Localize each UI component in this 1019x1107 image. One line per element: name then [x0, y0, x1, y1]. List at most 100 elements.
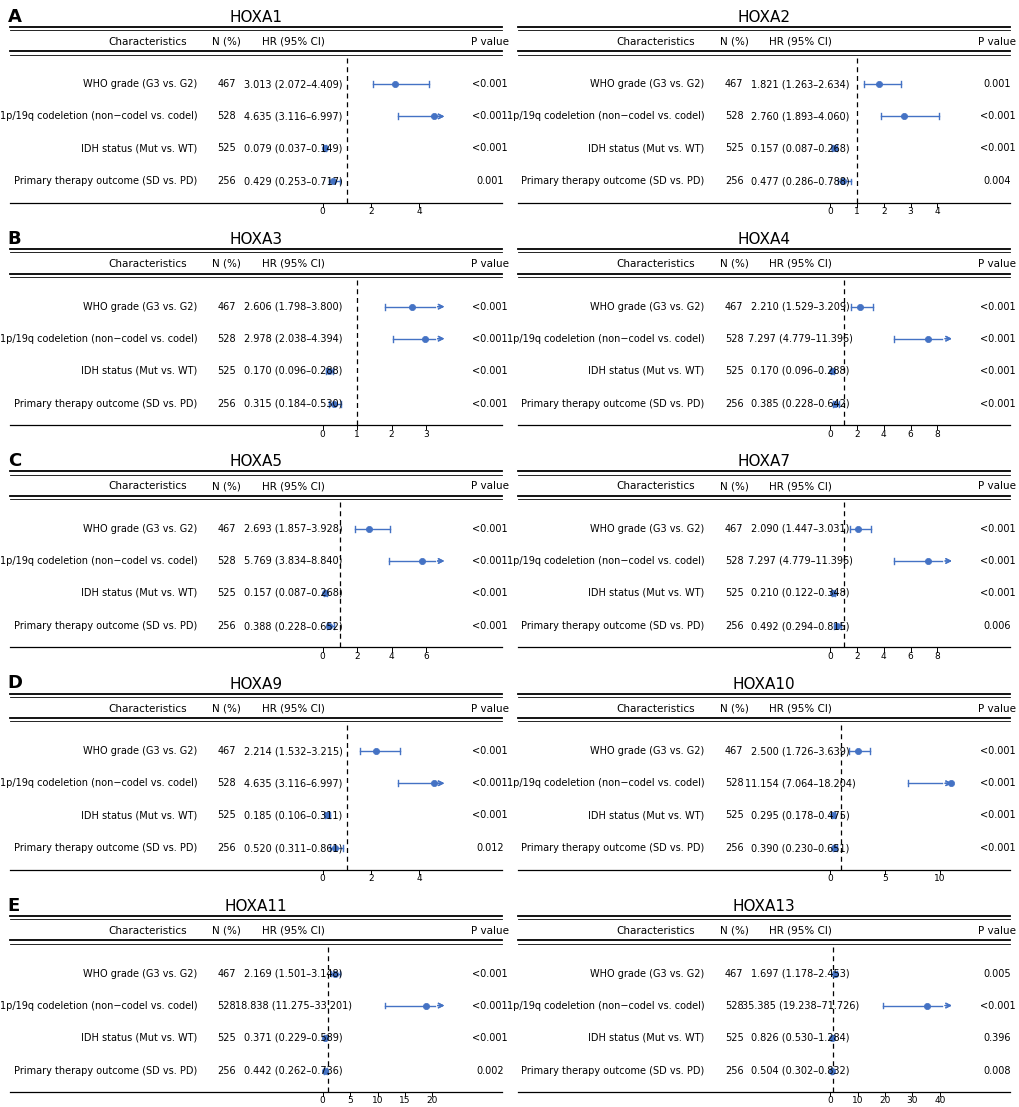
Text: 528: 528 [725, 556, 743, 566]
Text: 0.004: 0.004 [982, 176, 1010, 186]
Text: IDH status (Mut vs. WT): IDH status (Mut vs. WT) [588, 144, 704, 154]
Text: 467: 467 [725, 746, 743, 756]
Text: 0.390 (0.230–0.651): 0.390 (0.230–0.651) [751, 844, 849, 853]
Text: HR (95% CI): HR (95% CI) [768, 482, 832, 492]
Text: 2.760 (1.893–4.060): 2.760 (1.893–4.060) [751, 112, 849, 122]
Text: <0.001: <0.001 [978, 333, 1014, 343]
Text: N (%): N (%) [719, 925, 748, 935]
Text: 0.371 (0.229–0.589): 0.371 (0.229–0.589) [244, 1033, 342, 1043]
Text: <0.001: <0.001 [978, 399, 1014, 408]
Text: <0.001: <0.001 [472, 588, 507, 598]
Text: 1.697 (1.178–2.453): 1.697 (1.178–2.453) [751, 969, 849, 979]
Text: 1p/19q codeletion (non−codel vs. codel): 1p/19q codeletion (non−codel vs. codel) [0, 1001, 197, 1011]
Text: HR (95% CI): HR (95% CI) [262, 482, 324, 492]
Text: 2: 2 [388, 430, 394, 438]
Text: 0.002: 0.002 [476, 1066, 503, 1076]
Text: 528: 528 [725, 1001, 743, 1011]
Text: <0.001: <0.001 [472, 746, 507, 756]
Text: 15: 15 [398, 1096, 411, 1106]
Text: <0.001: <0.001 [978, 365, 1014, 375]
Text: 0.185 (0.106–0.311): 0.185 (0.106–0.311) [244, 810, 342, 820]
Text: 1: 1 [354, 430, 360, 438]
Text: P value: P value [977, 482, 1016, 492]
Text: <0.001: <0.001 [472, 112, 507, 122]
Text: 4: 4 [880, 430, 886, 438]
Text: <0.001: <0.001 [472, 333, 507, 343]
Text: 256: 256 [725, 176, 743, 186]
Text: 525: 525 [725, 144, 743, 154]
Text: 256: 256 [217, 621, 235, 631]
Text: <0.001: <0.001 [978, 1001, 1014, 1011]
Text: 525: 525 [217, 1033, 235, 1043]
Text: HR (95% CI): HR (95% CI) [768, 259, 832, 269]
Text: Characteristics: Characteristics [109, 704, 187, 714]
Text: P value: P value [977, 925, 1016, 935]
Text: 3: 3 [907, 207, 913, 216]
Text: 467: 467 [217, 746, 235, 756]
Text: 6: 6 [907, 652, 913, 661]
Text: IDH status (Mut vs. WT): IDH status (Mut vs. WT) [81, 588, 197, 598]
Text: HOXA13: HOXA13 [732, 899, 795, 913]
Text: 5: 5 [346, 1096, 353, 1106]
Text: 2: 2 [853, 430, 859, 438]
Text: 2.090 (1.447–3.031): 2.090 (1.447–3.031) [751, 524, 849, 534]
Text: P value: P value [471, 925, 508, 935]
Text: 467: 467 [725, 969, 743, 979]
Text: <0.001: <0.001 [978, 112, 1014, 122]
Text: 0: 0 [320, 207, 325, 216]
Text: <0.001: <0.001 [978, 556, 1014, 566]
Text: 0.210 (0.122–0.348): 0.210 (0.122–0.348) [751, 588, 849, 598]
Text: WHO grade (G3 vs. G2): WHO grade (G3 vs. G2) [590, 302, 704, 312]
Text: 0.520 (0.311–0.861): 0.520 (0.311–0.861) [244, 844, 342, 853]
Text: 2.500 (1.726–3.639): 2.500 (1.726–3.639) [751, 746, 849, 756]
Text: Characteristics: Characteristics [615, 37, 694, 46]
Text: <0.001: <0.001 [978, 524, 1014, 534]
Text: <0.001: <0.001 [472, 399, 507, 408]
Text: 0: 0 [320, 875, 325, 883]
Text: HR (95% CI): HR (95% CI) [262, 704, 324, 714]
Text: 1p/19q codeletion (non−codel vs. codel): 1p/19q codeletion (non−codel vs. codel) [0, 778, 197, 788]
Text: Characteristics: Characteristics [109, 259, 187, 269]
Text: E: E [8, 897, 20, 914]
Text: <0.001: <0.001 [472, 1033, 507, 1043]
Text: 3.013 (2.072–4.409): 3.013 (2.072–4.409) [244, 80, 342, 90]
Text: 0: 0 [826, 207, 833, 216]
Text: 1p/19q codeletion (non−codel vs. codel): 1p/19q codeletion (non−codel vs. codel) [506, 333, 704, 343]
Text: 0: 0 [320, 430, 325, 438]
Text: 1.821 (1.263–2.634): 1.821 (1.263–2.634) [751, 80, 849, 90]
Text: N (%): N (%) [212, 482, 240, 492]
Text: 467: 467 [217, 524, 235, 534]
Text: 2.210 (1.529–3.209): 2.210 (1.529–3.209) [751, 302, 849, 312]
Text: 4: 4 [933, 207, 940, 216]
Text: P value: P value [471, 37, 508, 46]
Text: P value: P value [471, 482, 508, 492]
Text: 256: 256 [217, 176, 235, 186]
Text: <0.001: <0.001 [978, 144, 1014, 154]
Text: <0.001: <0.001 [978, 588, 1014, 598]
Text: 525: 525 [217, 144, 235, 154]
Text: 4: 4 [880, 652, 886, 661]
Text: 256: 256 [217, 1066, 235, 1076]
Text: 4: 4 [416, 875, 422, 883]
Text: 467: 467 [725, 80, 743, 90]
Text: Characteristics: Characteristics [615, 259, 694, 269]
Text: D: D [8, 674, 22, 692]
Text: HR (95% CI): HR (95% CI) [262, 37, 324, 46]
Text: Primary therapy outcome (SD vs. PD): Primary therapy outcome (SD vs. PD) [521, 621, 704, 631]
Text: 1p/19q codeletion (non−codel vs. codel): 1p/19q codeletion (non−codel vs. codel) [506, 778, 704, 788]
Text: 525: 525 [217, 365, 235, 375]
Text: IDH status (Mut vs. WT): IDH status (Mut vs. WT) [81, 365, 197, 375]
Text: IDH status (Mut vs. WT): IDH status (Mut vs. WT) [588, 1033, 704, 1043]
Text: WHO grade (G3 vs. G2): WHO grade (G3 vs. G2) [590, 746, 704, 756]
Text: WHO grade (G3 vs. G2): WHO grade (G3 vs. G2) [83, 302, 197, 312]
Text: WHO grade (G3 vs. G2): WHO grade (G3 vs. G2) [590, 80, 704, 90]
Text: IDH status (Mut vs. WT): IDH status (Mut vs. WT) [588, 810, 704, 820]
Text: 0.170 (0.096–0.288): 0.170 (0.096–0.288) [751, 365, 849, 375]
Text: 40: 40 [933, 1096, 945, 1106]
Text: <0.001: <0.001 [978, 844, 1014, 853]
Text: 525: 525 [217, 588, 235, 598]
Text: HOXA11: HOXA11 [225, 899, 287, 913]
Text: 528: 528 [217, 778, 235, 788]
Text: Characteristics: Characteristics [109, 482, 187, 492]
Text: 1p/19q codeletion (non−codel vs. codel): 1p/19q codeletion (non−codel vs. codel) [0, 112, 197, 122]
